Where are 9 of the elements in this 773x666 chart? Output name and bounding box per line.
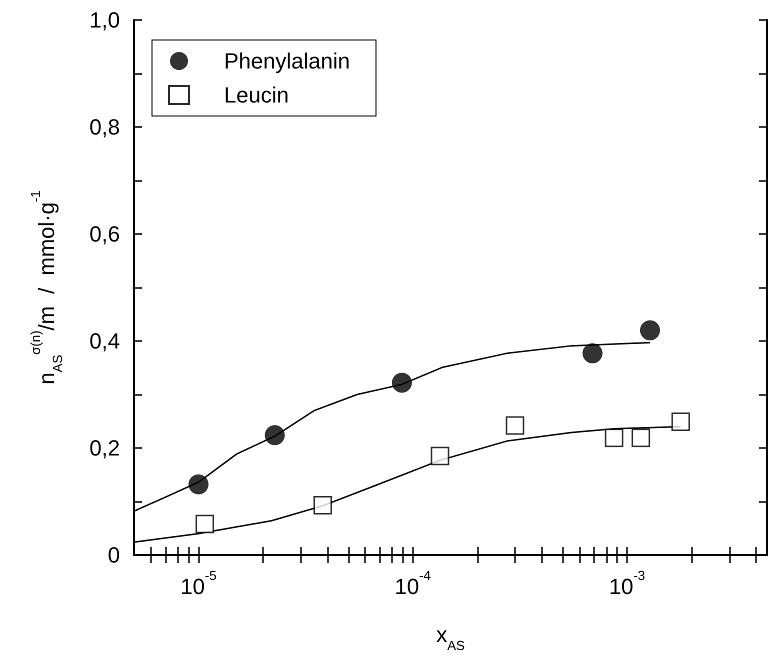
y-tick-label: 0,6 — [89, 222, 120, 246]
y-axis-title: nASσ(n)/m / mmol·g-1 — [28, 190, 65, 385]
legend-label: Phenylalanin — [224, 48, 350, 74]
y-tick-label: 0,2 — [89, 436, 120, 460]
legend-label: Leucin — [224, 82, 289, 108]
y-tick-label: 1,0 — [89, 8, 120, 32]
y-tick-label: 0,8 — [89, 114, 120, 140]
y-tick-label: 0,4 — [89, 328, 120, 354]
y-tick-label: 0 — [108, 542, 120, 568]
